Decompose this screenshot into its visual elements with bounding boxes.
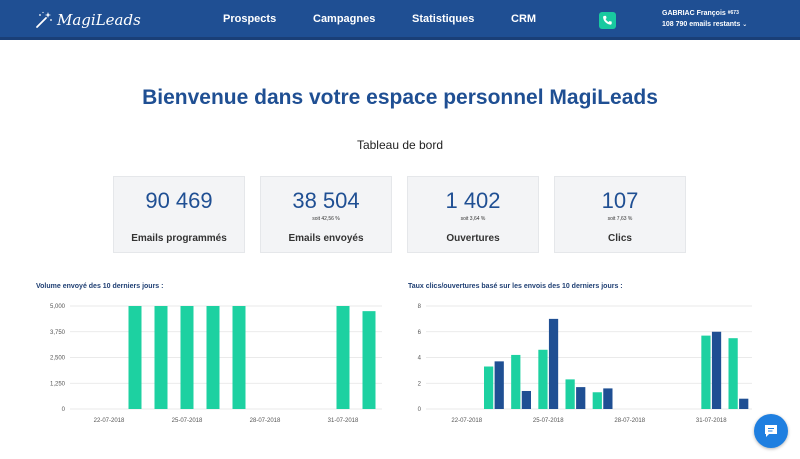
bar bbox=[494, 361, 504, 409]
y-tick-label: 2 bbox=[418, 381, 422, 387]
bar bbox=[154, 306, 168, 409]
nav-statistiques[interactable]: Statistiques bbox=[412, 13, 475, 25]
y-tick-label: 8 bbox=[418, 304, 422, 310]
bar bbox=[232, 306, 246, 409]
welcome-title: Bienvenue dans votre espace personnel Ma… bbox=[142, 86, 658, 109]
nav-crm[interactable]: CRM bbox=[511, 13, 537, 25]
emails-remaining: 108 790 emails restants bbox=[662, 21, 741, 28]
top-navigation-bar: MagiLeads Prospects Campagnes Statistiqu… bbox=[0, 0, 800, 40]
bar bbox=[576, 387, 586, 409]
bar bbox=[739, 398, 749, 409]
stat-label: Ouvertures bbox=[446, 233, 500, 244]
x-tick-label: 22-07-2018 bbox=[451, 418, 482, 424]
x-tick-label: 28-07-2018 bbox=[614, 418, 645, 424]
phone-button[interactable] bbox=[599, 12, 616, 29]
bar bbox=[336, 306, 350, 409]
chevron-down-icon: ⌄ bbox=[742, 22, 748, 28]
y-tick-label: 2,500 bbox=[50, 356, 66, 362]
bar bbox=[511, 354, 521, 409]
logo[interactable]: MagiLeads bbox=[34, 9, 141, 31]
volume-chart: 0 1,250 2,500 3,750 5,000 22-07-2018 25-07-201… bbox=[50, 304, 382, 424]
y-tick-label: 5,000 bbox=[50, 304, 66, 310]
nav-campagnes[interactable]: Campagnes bbox=[313, 13, 376, 25]
stat-label: Clics bbox=[608, 233, 632, 244]
stat-percentage: soit 3,64 % bbox=[460, 216, 486, 222]
y-tick-label: 0 bbox=[418, 407, 422, 413]
x-tick-label: 31-07-2018 bbox=[328, 418, 359, 424]
stat-label: Emails envoyés bbox=[288, 233, 364, 244]
bar bbox=[128, 306, 142, 409]
y-tick-label: 1,250 bbox=[50, 381, 66, 387]
bar bbox=[206, 306, 220, 409]
y-tick-label: 6 bbox=[418, 330, 422, 336]
y-tick-label: 0 bbox=[62, 407, 66, 413]
stat-card-emails-programmes: 90 469 Emails programmés bbox=[113, 176, 245, 253]
stat-value: 1 402 bbox=[445, 188, 501, 213]
x-tick-label: 25-07-2018 bbox=[533, 418, 564, 424]
stat-label: Emails programmés bbox=[131, 233, 227, 244]
bar bbox=[180, 306, 194, 409]
user-menu[interactable]: GABRIAC François #673 108 790 emails res… bbox=[662, 8, 747, 31]
dashboard-subtitle: Tableau de bord bbox=[356, 138, 444, 152]
bar bbox=[701, 335, 711, 409]
stat-card-ouvertures: 1 402 soit 3,64 % Ouvertures bbox=[407, 176, 539, 253]
bar bbox=[538, 349, 548, 409]
stat-percentage: soit 42,56 % bbox=[312, 216, 340, 222]
user-id: #673 bbox=[727, 10, 739, 16]
bar bbox=[484, 366, 494, 409]
bar bbox=[711, 331, 722, 409]
y-tick-label: 4 bbox=[418, 356, 422, 362]
x-tick-label: 22-07-2018 bbox=[94, 418, 125, 424]
emails-remaining-line: 108 790 emails restants ⌄ bbox=[662, 19, 747, 31]
phone-icon bbox=[603, 15, 612, 25]
stat-card-emails-envoyes: 38 504 soit 42,56 % Emails envoyés bbox=[260, 176, 392, 253]
bar bbox=[521, 390, 531, 409]
magic-wand-icon bbox=[36, 11, 52, 28]
user-name: GABRIAC François bbox=[662, 10, 726, 17]
volume-chart-title: Volume envoyé des 10 derniers jours : bbox=[36, 283, 164, 290]
x-tick-label: 31-07-2018 bbox=[696, 418, 727, 424]
bar bbox=[603, 388, 613, 409]
rate-chart-title: Taux clics/ouvertures basé sur les envoi… bbox=[408, 283, 623, 290]
bar bbox=[728, 338, 738, 409]
nav-prospects[interactable]: Prospects bbox=[223, 13, 277, 25]
chat-button[interactable] bbox=[754, 414, 788, 448]
x-tick-label: 25-07-2018 bbox=[172, 418, 203, 424]
stat-card-clics: 107 soit 7,63 % Clics bbox=[554, 176, 686, 253]
stat-value: 90 469 bbox=[145, 188, 213, 213]
bar bbox=[592, 392, 602, 409]
bar bbox=[548, 318, 559, 409]
x-tick-label: 28-07-2018 bbox=[250, 418, 281, 424]
bar bbox=[565, 379, 575, 409]
chat-bubble-icon bbox=[765, 425, 777, 437]
y-tick-label: 3,750 bbox=[50, 330, 66, 336]
stat-value: 38 504 bbox=[292, 188, 360, 213]
bar bbox=[362, 311, 376, 409]
stat-value: 107 bbox=[601, 188, 639, 213]
rate-chart: 0 2 4 6 8 22-07-2018 25-07-2018 28-07-2018 31-07… bbox=[418, 304, 752, 424]
stat-percentage: soit 7,63 % bbox=[607, 216, 633, 222]
logo-text: MagiLeads bbox=[57, 11, 141, 29]
user-name-line: GABRIAC François #673 bbox=[662, 8, 747, 19]
